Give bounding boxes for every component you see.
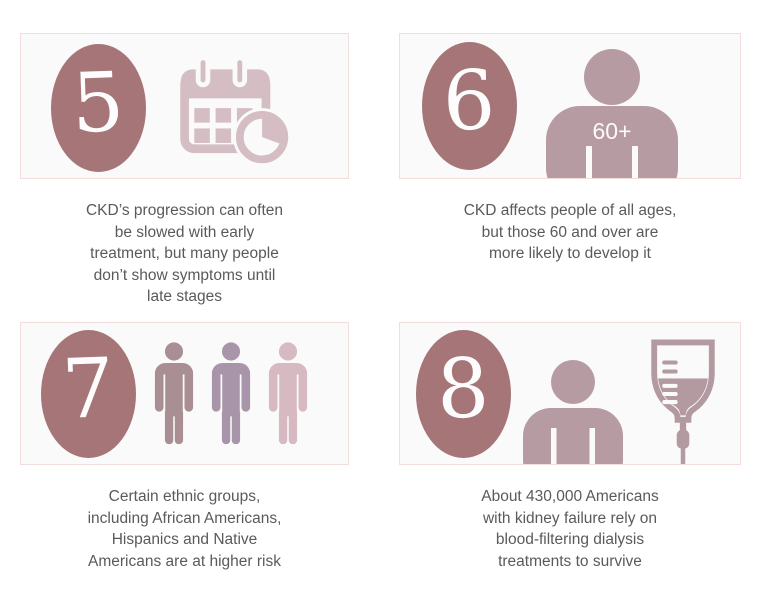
fact-number-8: 8 xyxy=(435,340,492,438)
facts-grid: 5 xyxy=(20,33,741,572)
iv-drip-bag-icon xyxy=(647,337,719,464)
person-icon-purple xyxy=(210,340,252,447)
number-badge-5: 5 xyxy=(51,43,146,172)
fact-cell-5: 5 xyxy=(20,33,349,322)
number-badge-6: 6 xyxy=(422,42,517,170)
person-icon-dark xyxy=(153,340,195,447)
fact-cell-8: 8 xyxy=(399,322,741,572)
fact-caption-5: CKD’s progression can often be slowed wi… xyxy=(85,202,283,305)
person-icon xyxy=(521,358,625,464)
fact-cell-6: 6 60+ CKD affects people of all ages, bu… xyxy=(399,33,741,322)
fact-caption-7: Certain ethnic groups, including African… xyxy=(87,488,282,570)
person-icon-light xyxy=(267,340,309,447)
calendar-clock-icon xyxy=(173,50,295,172)
fact-card-5: 5 xyxy=(20,33,349,179)
fact-caption-6: CKD affects people of all ages, but thos… xyxy=(463,202,677,262)
person-60-plus-icon: 60+ xyxy=(542,48,682,178)
fact-number-7: 7 xyxy=(60,340,117,438)
fact-card-6: 6 60+ xyxy=(399,33,741,179)
fact-number-6: 6 xyxy=(441,53,498,150)
age-60-plus-label: 60+ xyxy=(592,118,631,144)
three-people-icons xyxy=(153,340,309,447)
fact-caption-8: About 430,000 Americans with kidney fail… xyxy=(481,488,659,570)
number-badge-8: 8 xyxy=(416,329,511,458)
fact-card-8: 8 xyxy=(399,322,741,465)
number-badge-7: 7 xyxy=(41,329,136,458)
fact-cell-7: 7 xyxy=(20,322,349,572)
fact-number-5: 5 xyxy=(70,54,127,152)
fact-card-7: 7 xyxy=(20,322,349,465)
